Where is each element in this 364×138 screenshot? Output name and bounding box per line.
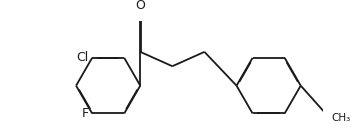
Text: CH₃: CH₃ (331, 113, 351, 123)
Text: O: O (135, 0, 145, 12)
Text: F: F (82, 107, 89, 120)
Text: Cl: Cl (76, 51, 89, 64)
